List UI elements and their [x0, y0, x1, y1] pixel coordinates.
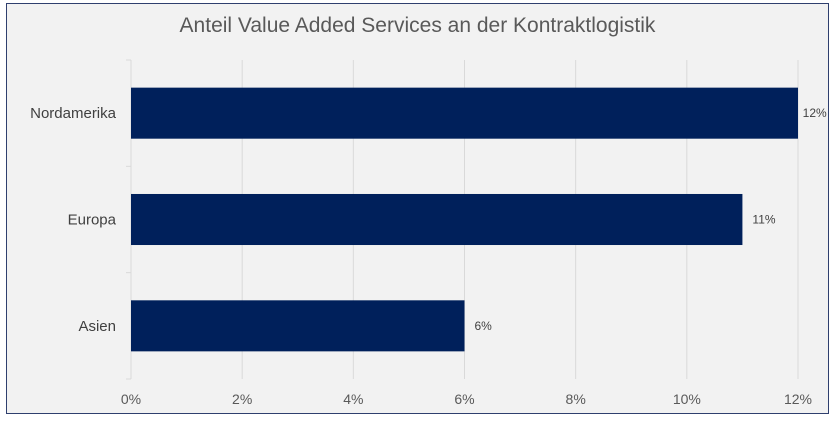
- x-tick-label: 8%: [566, 391, 586, 407]
- x-tick-label: 4%: [343, 391, 363, 407]
- x-tick-label: 12%: [784, 391, 812, 407]
- bar: [131, 300, 465, 352]
- x-tick-label: 0%: [121, 391, 141, 407]
- bar: [131, 87, 798, 139]
- x-tick-label: 2%: [232, 391, 252, 407]
- category-label: Europa: [68, 212, 117, 229]
- category-label: Nordamerika: [30, 105, 117, 122]
- x-tick-label: 10%: [673, 391, 701, 407]
- chart-title: Anteil Value Added Services an der Kontr…: [179, 14, 656, 37]
- data-label: 6%: [475, 319, 493, 333]
- data-label: 12%: [803, 106, 827, 120]
- bar: [131, 193, 743, 246]
- x-tick-label: 6%: [454, 391, 474, 407]
- category-label: Asien: [78, 318, 116, 335]
- data-label: 11%: [752, 213, 775, 227]
